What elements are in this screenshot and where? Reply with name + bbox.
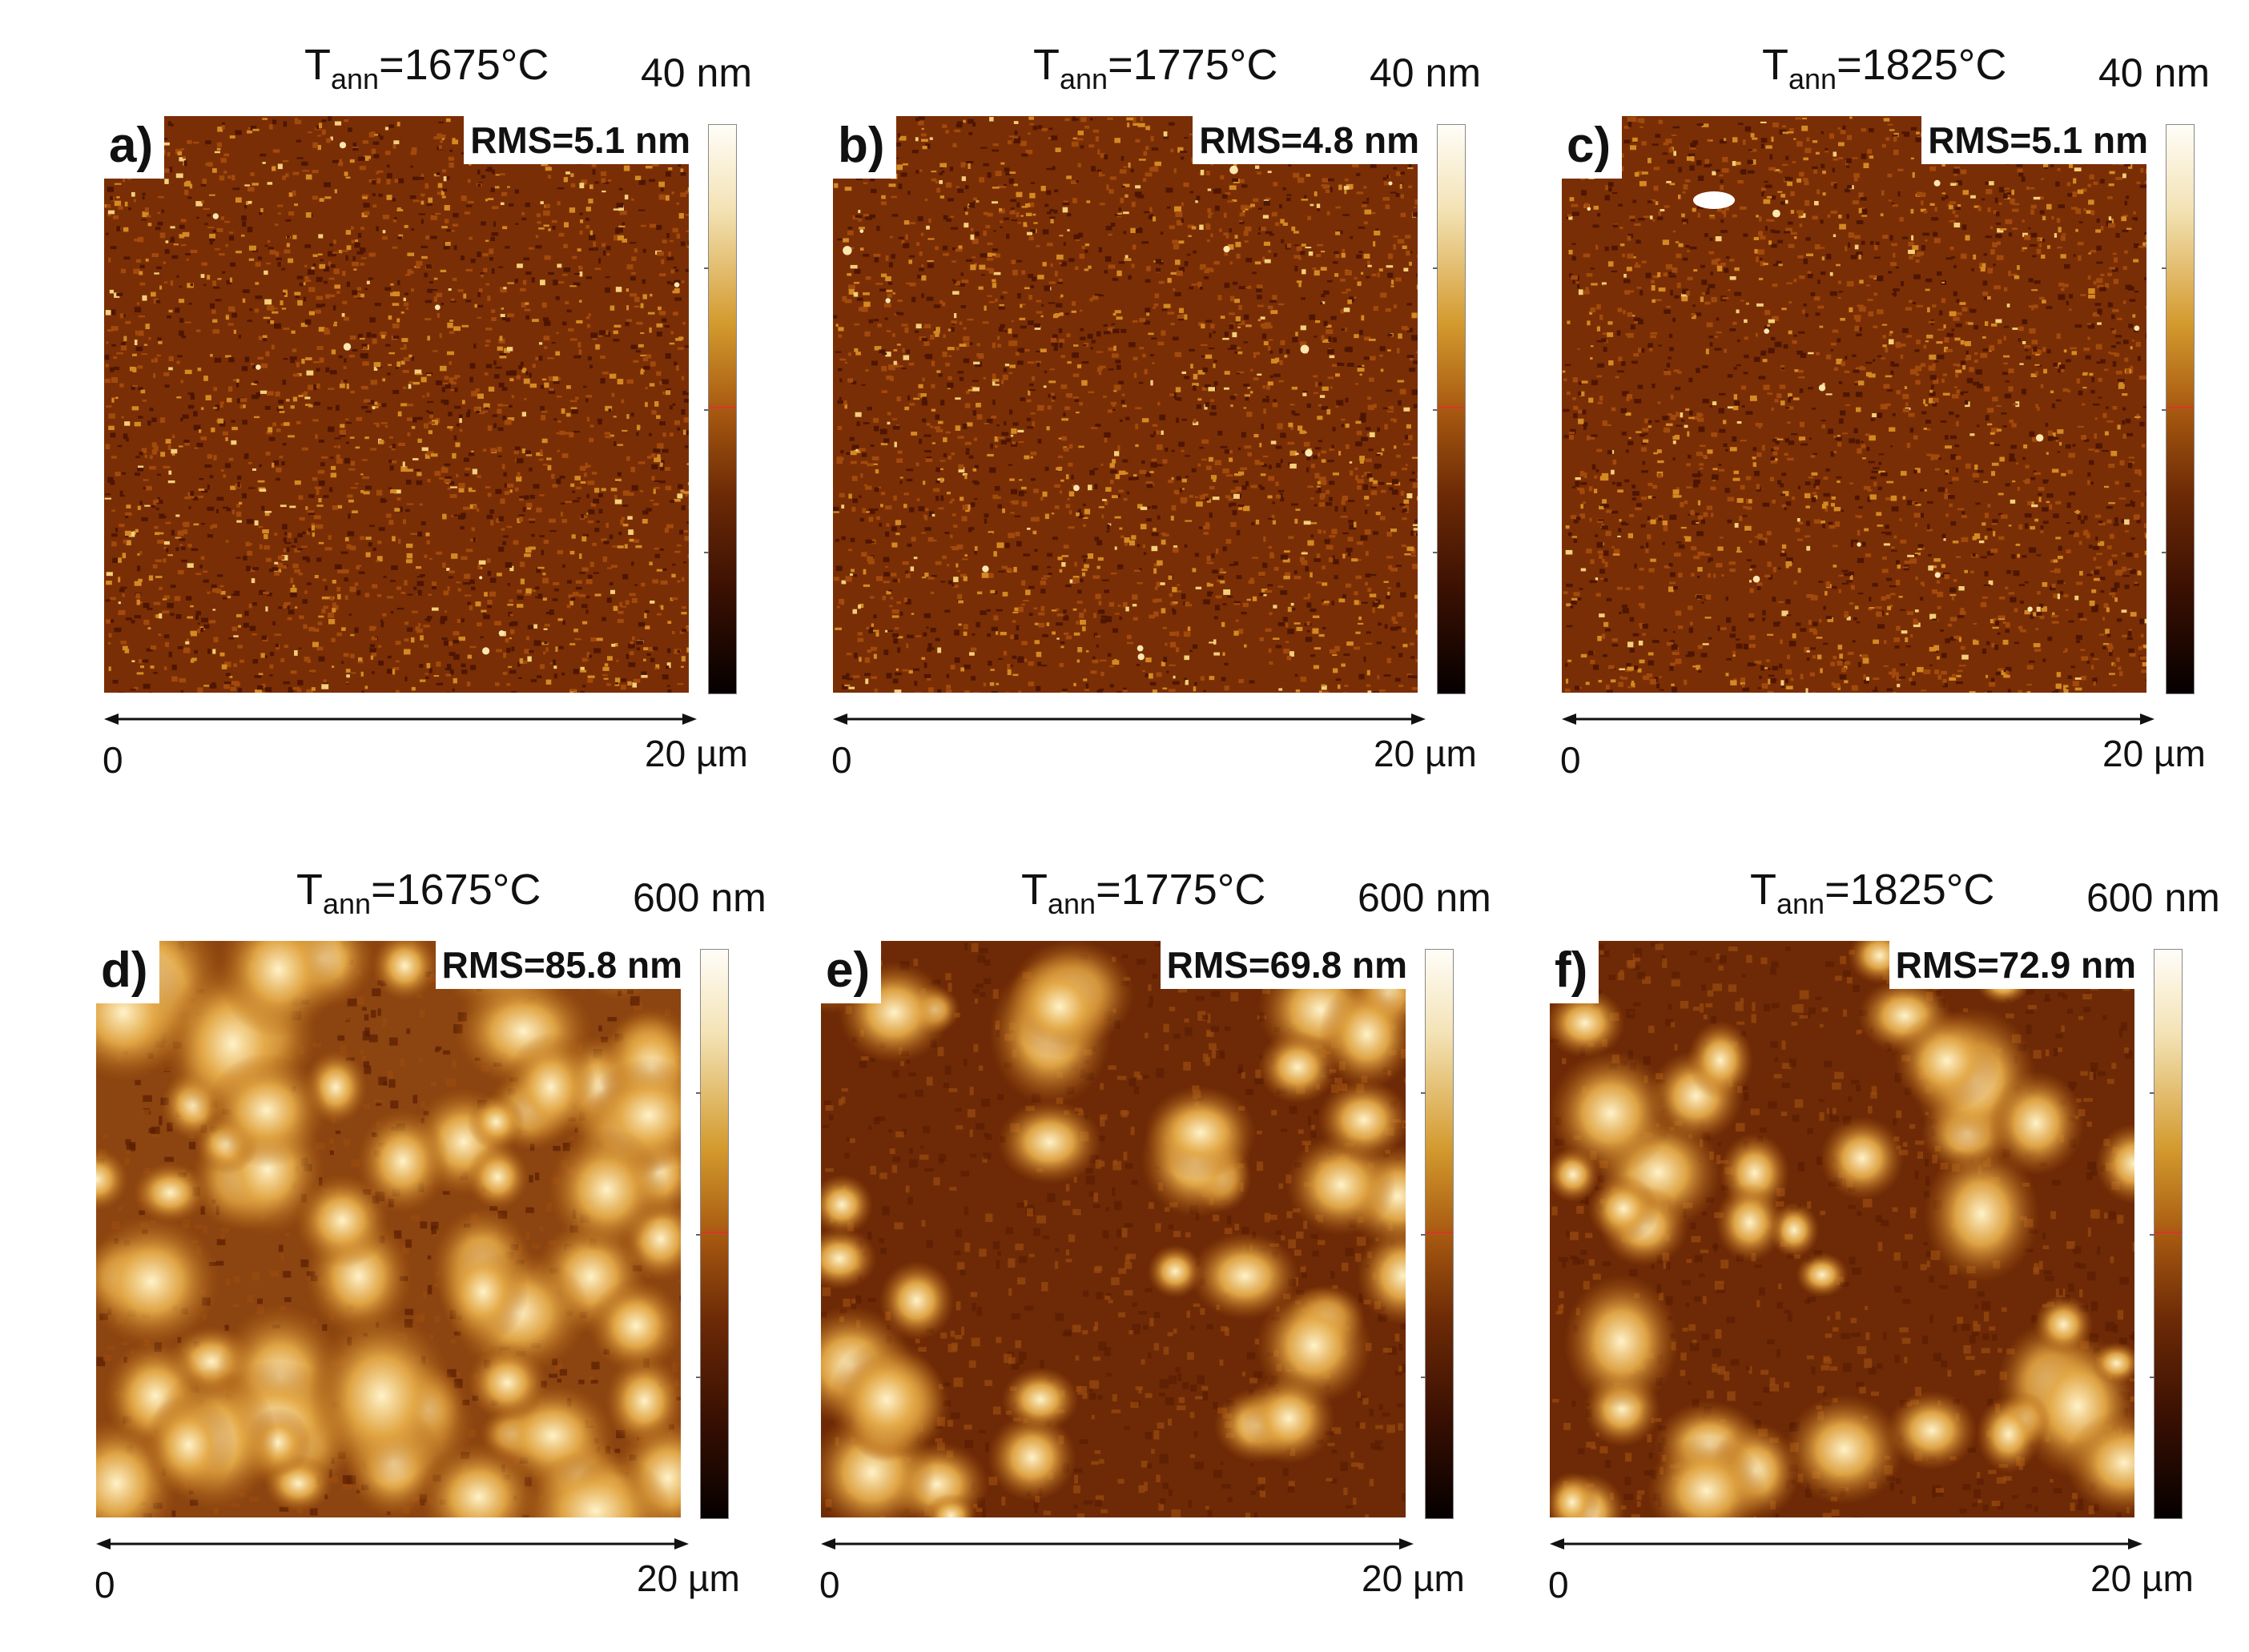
- axis-min-label: 0: [95, 1564, 115, 1606]
- axis-max-label: 20 µm: [1362, 1558, 1465, 1599]
- colorbar-max-label: 600 nm: [633, 875, 766, 920]
- panel-title: Tann=1825°C: [1762, 41, 2007, 95]
- axis-min-label: 0: [831, 739, 852, 781]
- panel-letter: c): [1562, 116, 1623, 179]
- afm-height-map: [96, 941, 681, 1517]
- scale-axis: [1550, 1536, 2142, 1552]
- scale-axis: [833, 711, 1426, 727]
- scale-axis: [1562, 711, 2154, 727]
- axis-max-label: 20 µm: [2090, 1558, 2194, 1599]
- colorbar-max-label: 40 nm: [2098, 50, 2210, 95]
- afm-height-map: [1562, 116, 2146, 693]
- rms-label: RMS=69.8 nm: [1160, 941, 1414, 989]
- afm-height-map: [821, 941, 1406, 1517]
- scale-axis: [821, 1536, 1414, 1552]
- rms-label: RMS=5.1 nm: [1921, 116, 2154, 164]
- colorbar-max-label: 600 nm: [1358, 875, 1491, 920]
- panel-letter: f): [1550, 941, 1599, 1003]
- afm-height-map: [1550, 941, 2134, 1517]
- axis-min-label: 0: [1548, 1564, 1569, 1606]
- rms-label: RMS=72.9 nm: [1889, 941, 2142, 989]
- axis-max-label: 20 µm: [1374, 733, 1477, 774]
- panel-letter: a): [104, 116, 165, 179]
- axis-max-label: 20 µm: [645, 733, 748, 774]
- colorbar: [2162, 124, 2195, 694]
- panel-title: Tann=1675°C: [296, 866, 541, 920]
- afm-height-map: [833, 116, 1418, 693]
- axis-min-label: 0: [819, 1564, 840, 1606]
- axis-max-label: 20 µm: [2102, 733, 2206, 774]
- panel-letter: d): [96, 941, 159, 1003]
- colorbar: [1421, 949, 1454, 1519]
- rms-label: RMS=4.8 nm: [1193, 116, 1426, 164]
- colorbar-max-label: 40 nm: [641, 50, 752, 95]
- axis-min-label: 0: [103, 739, 123, 781]
- afm-panel-c: Tann=1825°C 40 nm c) RMS=5.1 nm 0 20 µm: [1560, 40, 2249, 793]
- colorbar-max-label: 600 nm: [2086, 875, 2220, 920]
- panel-letter: b): [833, 116, 896, 179]
- colorbar: [704, 124, 737, 694]
- axis-max-label: 20 µm: [637, 1558, 740, 1599]
- afm-panel-e: Tann=1775°C 600 nm e) RMS=69.8 nm 0 20 µ…: [819, 865, 1526, 1618]
- panel-title: Tann=1675°C: [304, 41, 549, 95]
- panel-title: Tann=1825°C: [1750, 866, 1995, 920]
- afm-panel-b: Tann=1775°C 40 nm b) RMS=4.8 nm 0 20 µm: [831, 40, 1538, 793]
- axis-min-label: 0: [1560, 739, 1581, 781]
- colorbar: [696, 949, 729, 1519]
- afm-panel-a: Tann=1675°C 40 nm a) RMS=5.1 nm 0 20 µm: [103, 40, 809, 793]
- panel-letter: e): [821, 941, 882, 1003]
- afm-height-map: [104, 116, 689, 693]
- panel-title: Tann=1775°C: [1033, 41, 1278, 95]
- rms-label: RMS=5.1 nm: [464, 116, 697, 164]
- colorbar-max-label: 40 nm: [1370, 50, 1481, 95]
- rms-label: RMS=85.8 nm: [435, 941, 689, 989]
- colorbar: [1433, 124, 1466, 694]
- afm-panel-f: Tann=1825°C 600 nm f) RMS=72.9 nm 0 20 µ…: [1548, 865, 2249, 1618]
- colorbar: [2150, 949, 2183, 1519]
- scale-axis: [104, 711, 697, 727]
- panel-title: Tann=1775°C: [1021, 866, 1266, 920]
- afm-panel-d: Tann=1675°C 600 nm d) RMS=85.8 nm 0 20 µ…: [95, 865, 801, 1618]
- scale-axis: [96, 1536, 689, 1552]
